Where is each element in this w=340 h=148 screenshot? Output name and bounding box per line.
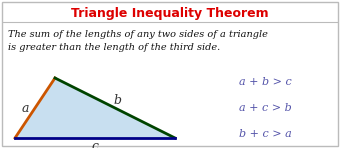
Text: The sum of the lengths of any two sides of a triangle
is greater than the length: The sum of the lengths of any two sides … <box>8 30 268 52</box>
Text: b: b <box>113 94 121 107</box>
Text: a + b > c: a + b > c <box>239 77 291 87</box>
Text: Triangle Inequality Theorem: Triangle Inequality Theorem <box>71 7 269 20</box>
Polygon shape <box>15 78 175 138</box>
FancyBboxPatch shape <box>2 2 338 146</box>
Text: b + c > a: b + c > a <box>239 129 291 139</box>
Text: a + c > b: a + c > b <box>239 103 291 113</box>
Text: a: a <box>21 102 29 115</box>
Text: c: c <box>91 140 99 148</box>
